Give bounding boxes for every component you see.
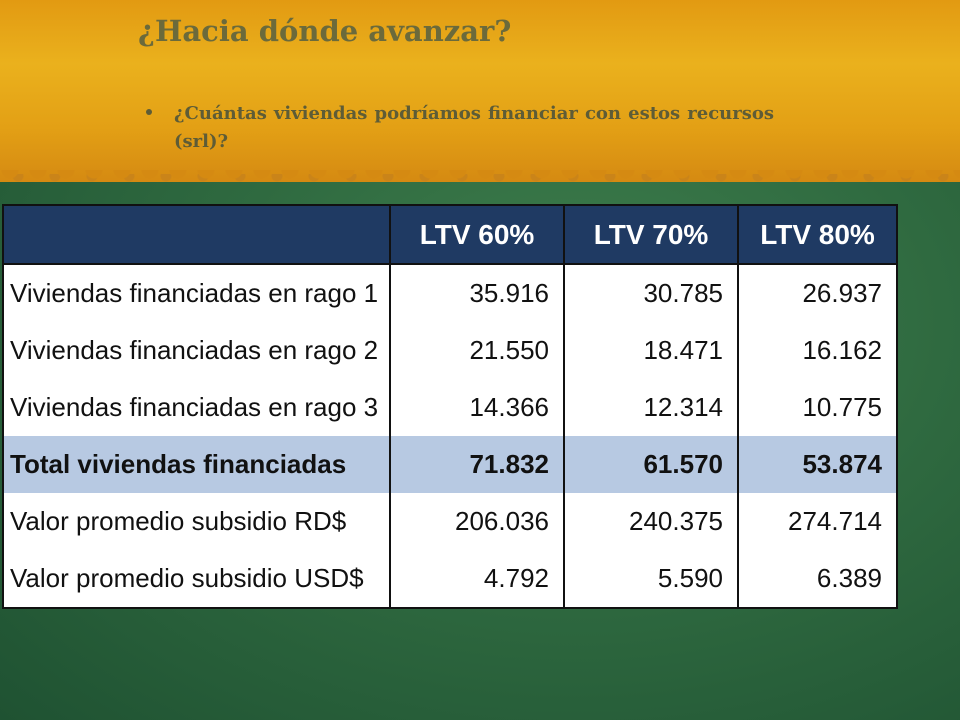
top-color-band [0, 0, 960, 192]
table-row: Viviendas financiadas en rago 1 35.916 3… [4, 264, 896, 322]
bullet-item: ¿Cuántas viviendas podríamos financiar c… [146, 100, 774, 156]
bullet-text: ¿Cuántas viviendas podríamos financiar c… [174, 103, 774, 152]
row-label: Viviendas financiadas en rago 2 [10, 335, 379, 365]
cell-value: 35.916 [389, 264, 564, 322]
header-ltv-80: LTV 80% [737, 206, 896, 265]
header-ltv-60: LTV 60% [389, 206, 564, 265]
data-table: LTV 60% LTV 70% LTV 80% Viviendas financ… [2, 204, 898, 609]
cell-value: 12.314 [563, 379, 738, 436]
cell-value: 206.036 [389, 493, 564, 550]
row-label: Valor promedio subsidio RD$ [10, 506, 347, 536]
cell-value: 26.937 [737, 264, 896, 322]
row-label: Viviendas financiadas en rago 3 [10, 392, 379, 422]
cell-value: 6.389 [737, 550, 896, 607]
cell-value: 240.375 [563, 493, 738, 550]
cell-value: 18.471 [563, 322, 738, 379]
table-header-row: LTV 60% LTV 70% LTV 80% [4, 206, 896, 265]
cell-value: 14.366 [389, 379, 564, 436]
cell-value: 71.832 [389, 436, 564, 493]
cell-value: 16.162 [737, 322, 896, 379]
cell-value: 61.570 [563, 436, 738, 493]
cell-value: 10.775 [737, 379, 896, 436]
header-ltv-70: LTV 70% [563, 206, 738, 265]
row-label: Valor promedio subsidio USD$ [10, 563, 364, 593]
cell-value: 274.714 [737, 493, 896, 550]
table-row: Valor promedio subsidio USD$ 4.792 5.590… [4, 550, 896, 607]
cell-value: 30.785 [563, 264, 738, 322]
cell-value: 21.550 [389, 322, 564, 379]
table-row: Valor promedio subsidio RD$ 206.036 240.… [4, 493, 896, 550]
row-label: Viviendas financiadas en rago 1 [10, 278, 379, 308]
table-row: Viviendas financiadas en rago 2 21.550 1… [4, 322, 896, 379]
row-label: Total viviendas financiadas [4, 436, 390, 493]
table-row: Viviendas financiadas en rago 3 14.366 1… [4, 379, 896, 436]
cell-value: 4.792 [389, 550, 564, 607]
cell-value: 5.590 [563, 550, 738, 607]
header-empty-cell [4, 206, 390, 265]
slide-title: ¿Hacia dónde avanzar? [138, 14, 512, 48]
cell-value: 53.874 [737, 436, 896, 493]
table-row-total: Total viviendas financiadas 71.832 61.57… [4, 436, 896, 493]
bullet-dot-icon [146, 109, 152, 115]
